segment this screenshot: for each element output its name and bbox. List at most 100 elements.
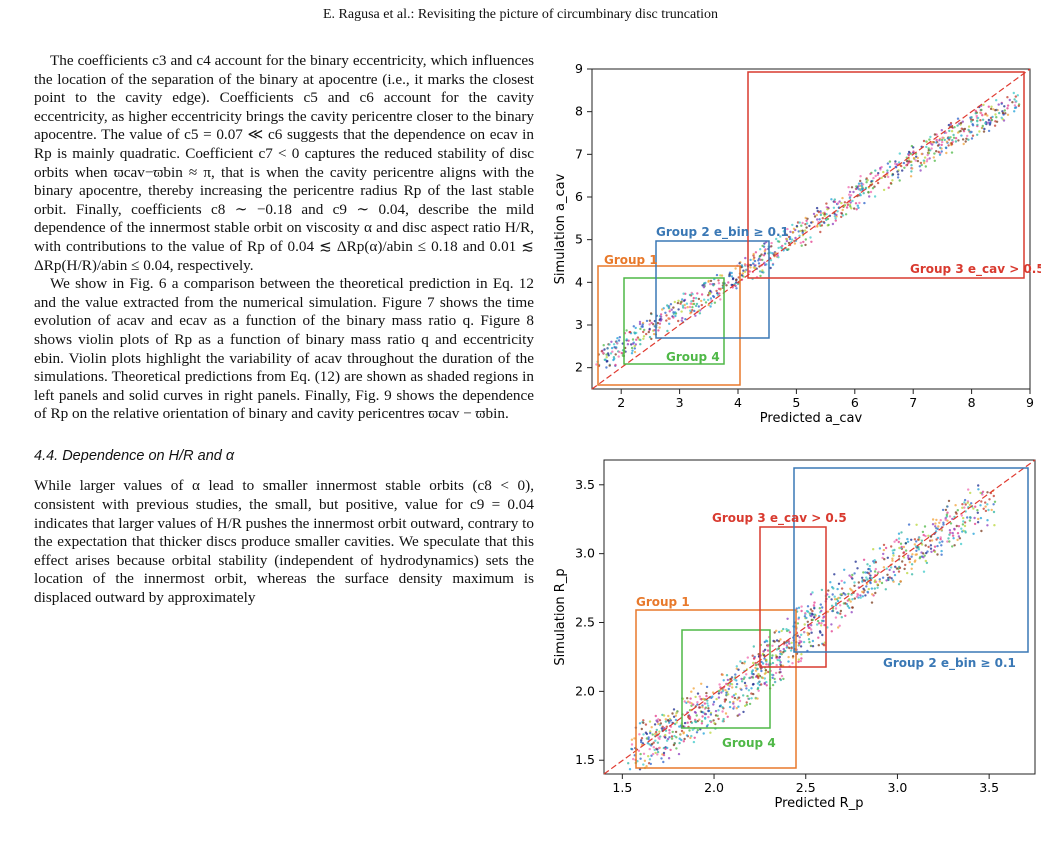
- scatter-point: [737, 706, 739, 708]
- scatter-point: [709, 732, 711, 734]
- scatter-point: [745, 685, 747, 687]
- scatter-point: [689, 737, 691, 739]
- scatter-point: [716, 274, 718, 276]
- scatter-point: [694, 696, 696, 698]
- scatter-point: [632, 338, 634, 340]
- scatter-point: [874, 169, 876, 171]
- scatter-point: [725, 692, 727, 694]
- scatter-point: [650, 322, 652, 324]
- scatter-point: [648, 323, 650, 325]
- scatter-point: [923, 140, 925, 142]
- acav-xlabel: Predicted a_cav: [760, 411, 863, 426]
- scatter-point: [946, 141, 948, 143]
- scatter-point: [888, 569, 890, 571]
- scatter-point: [993, 511, 995, 513]
- scatter-point: [851, 574, 853, 576]
- scatter-point: [718, 288, 720, 290]
- scatter-point: [784, 243, 786, 245]
- scatter-point: [614, 364, 616, 366]
- scatter-point: [658, 731, 660, 733]
- scatter-point: [869, 574, 871, 576]
- scatter-point: [833, 573, 835, 575]
- scatter-point: [986, 503, 988, 505]
- scatter-point: [890, 566, 892, 568]
- scatter-point: [821, 589, 823, 591]
- scatter-point: [952, 134, 954, 136]
- scatter-point: [627, 340, 629, 342]
- scatter-point: [986, 524, 988, 526]
- scatter-point: [820, 622, 822, 624]
- scatter-point: [711, 696, 713, 698]
- scatter-point: [684, 318, 686, 320]
- scatter-point: [642, 338, 644, 340]
- scatter-point: [810, 632, 812, 634]
- scatter-point: [883, 544, 885, 546]
- scatter-point: [732, 278, 734, 280]
- figure-rp: Group 1 Group 3 e_cav > 0.5 Group 2 e_bi…: [548, 452, 1041, 829]
- scatter-point: [977, 117, 979, 119]
- scatter-point: [983, 128, 985, 130]
- scatter-point: [736, 665, 738, 667]
- scatter-point: [977, 512, 979, 514]
- acav-y-tick-label: 5: [575, 232, 583, 247]
- scatter-point: [923, 571, 925, 573]
- scatter-point: [968, 125, 970, 127]
- scatter-point: [694, 315, 696, 317]
- scatter-point: [616, 342, 618, 344]
- scatter-point: [694, 737, 696, 739]
- scatter-point: [806, 222, 808, 224]
- scatter-point: [771, 657, 773, 659]
- scatter-point: [791, 224, 793, 226]
- scatter-point: [840, 593, 842, 595]
- scatter-point: [949, 515, 951, 517]
- scatter-point: [743, 678, 745, 680]
- scatter-point: [877, 182, 879, 184]
- scatter-point: [651, 743, 653, 745]
- scatter-point: [813, 616, 815, 618]
- scatter-point: [663, 752, 665, 754]
- scatter-point: [691, 306, 693, 308]
- scatter-point: [934, 160, 936, 162]
- scatter-point: [631, 748, 633, 750]
- scatter-point: [717, 718, 719, 720]
- scatter-point: [939, 538, 941, 540]
- scatter-point: [942, 509, 944, 511]
- scatter-point: [638, 733, 640, 735]
- scatter-point: [900, 543, 902, 545]
- scatter-point: [976, 120, 978, 122]
- scatter-point: [961, 503, 963, 505]
- scatter-point: [779, 638, 781, 640]
- scatter-point: [686, 303, 688, 305]
- scatter-point: [716, 715, 718, 717]
- acav-x-tick-label: 9: [1026, 395, 1034, 410]
- scatter-point: [841, 587, 843, 589]
- scatter-point: [724, 689, 726, 691]
- scatter-point: [718, 696, 720, 698]
- scatter-point: [863, 192, 865, 194]
- scatter-point: [639, 323, 641, 325]
- scatter-point: [655, 715, 657, 717]
- scatter-point: [1001, 103, 1003, 105]
- scatter-point: [649, 328, 651, 330]
- scatter-point: [1015, 100, 1017, 102]
- group1-label: Group 1: [636, 595, 690, 609]
- scatter-point: [767, 671, 769, 673]
- scatter-point: [984, 505, 986, 507]
- scatter-point: [961, 507, 963, 509]
- scatter-point: [651, 726, 653, 728]
- scatter-point: [755, 251, 757, 253]
- scatter-point: [680, 310, 682, 312]
- scatter-point: [855, 188, 857, 190]
- paragraph-coefficients: The coefficients c3 and c4 account for t…: [34, 52, 534, 275]
- scatter-point: [924, 555, 926, 557]
- scatter-point: [689, 312, 691, 314]
- scatter-point: [849, 191, 851, 193]
- scatter-point: [937, 144, 939, 146]
- scatter-point: [766, 684, 768, 686]
- scatter-point: [814, 614, 816, 616]
- scatter-point: [649, 320, 651, 322]
- scatter-point: [879, 547, 881, 549]
- scatter-point: [898, 570, 900, 572]
- scatter-point: [681, 298, 683, 300]
- scatter-point: [763, 242, 765, 244]
